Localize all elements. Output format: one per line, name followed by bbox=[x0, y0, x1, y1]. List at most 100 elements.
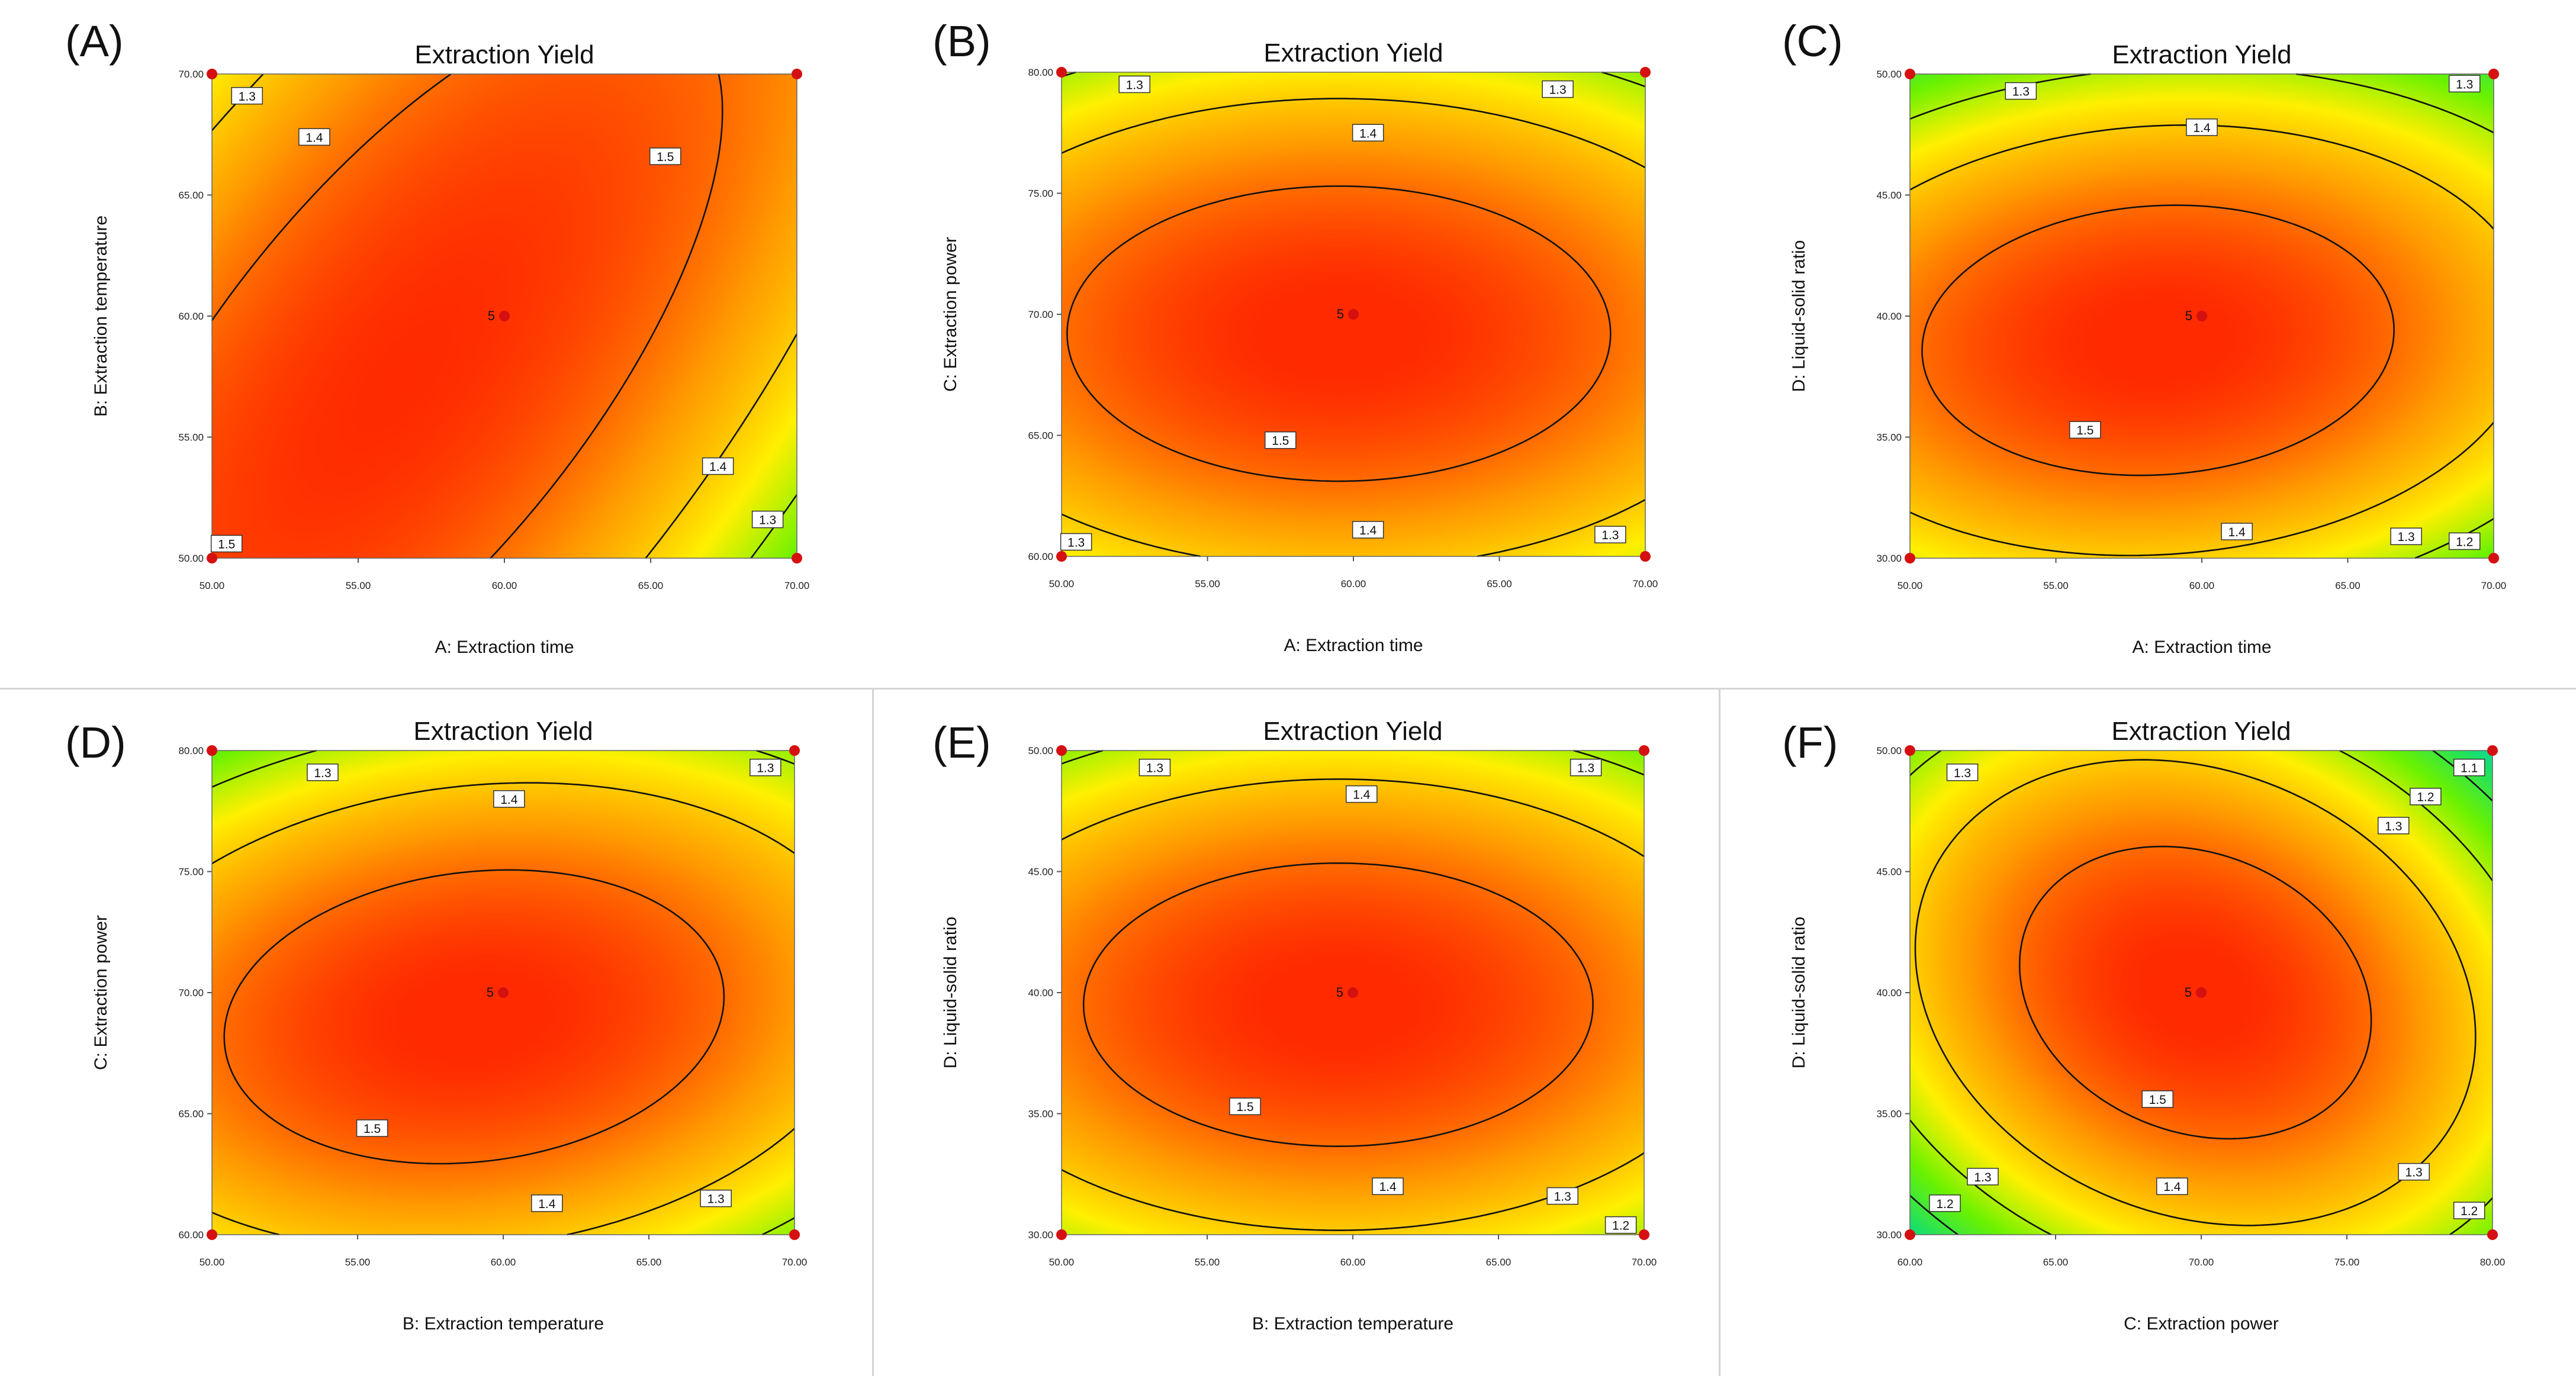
y-tick-label: 65.00 bbox=[1028, 430, 1053, 442]
center-point-label: 5 bbox=[487, 985, 494, 1000]
y-tick-label: 35.00 bbox=[1028, 1109, 1053, 1120]
x-axis-label: B: Extraction temperature bbox=[1252, 1314, 1453, 1334]
contour-label: 1.5 bbox=[1236, 1100, 1253, 1114]
design-point bbox=[792, 553, 802, 563]
y-tick-label: 70.00 bbox=[178, 987, 204, 999]
contour-label-box bbox=[1060, 533, 1092, 551]
contour-label-box bbox=[2221, 523, 2253, 540]
contour-label-box bbox=[2377, 817, 2410, 835]
y-tick-label: 75.00 bbox=[1028, 188, 1053, 199]
y-tick-label: 30.00 bbox=[1876, 1229, 1902, 1241]
contour-line bbox=[1914, 759, 2477, 1226]
y-axis-label: C: Extraction power bbox=[91, 915, 111, 1070]
contour-label-box bbox=[1967, 1168, 1999, 1186]
x-tick-label: 60.00 bbox=[1341, 578, 1366, 590]
design-point bbox=[2488, 69, 2499, 79]
y-tick-label: 65.00 bbox=[178, 1109, 204, 1120]
contour-label-box bbox=[2398, 1162, 2430, 1181]
chart-panel-4: (D) Extraction Yield 50.00 55.00 60.00 65.00 7… bbox=[65, 717, 807, 1334]
x-tick-label: 70.00 bbox=[2189, 1257, 2214, 1268]
contour-label-box bbox=[2141, 1090, 2173, 1108]
chart-panel-6: (F) Extraction Yield 60.00 65.00 70.00 75.00 8… bbox=[1782, 717, 2505, 1334]
y-tick-label: 45.00 bbox=[1876, 867, 1902, 878]
panel-label: (F) bbox=[1782, 718, 1838, 767]
chart-panel-5: (E) Extraction Yield 50.00 55.00 60.00 65.00 7… bbox=[932, 717, 1657, 1334]
center-point-label: 5 bbox=[2185, 308, 2192, 323]
design-point bbox=[1348, 309, 1359, 320]
contour-label: 1.3 bbox=[1954, 767, 1971, 780]
x-tick-label: 50.00 bbox=[1049, 1257, 1075, 1268]
chart-panel-1: (A) Extraction Yield 50.00 55.00 60.00 65.00 7… bbox=[65, 17, 809, 657]
design-point bbox=[2196, 311, 2207, 321]
x-tick-label: 50.00 bbox=[200, 1257, 225, 1268]
contour-label-box bbox=[210, 534, 243, 553]
x-tick-label: 60.00 bbox=[491, 1257, 516, 1268]
panel-label: (D) bbox=[65, 718, 126, 767]
design-point bbox=[207, 553, 217, 563]
design-point bbox=[1056, 1229, 1067, 1240]
contour-label-box bbox=[2156, 1177, 2188, 1195]
panel-label: (E) bbox=[932, 718, 991, 767]
contour-label-box bbox=[231, 87, 263, 105]
design-point bbox=[1056, 551, 1067, 562]
design-point bbox=[207, 1229, 217, 1240]
contour-label: 1.2 bbox=[1936, 1197, 1953, 1211]
design-point bbox=[1905, 553, 1915, 563]
contour-label: 1.4 bbox=[1353, 788, 1371, 802]
x-tick-label: 65.00 bbox=[638, 580, 664, 591]
contour-label-box bbox=[2390, 527, 2422, 545]
y-tick-label: 50.00 bbox=[1876, 69, 1902, 80]
y-tick-label: 60.00 bbox=[178, 311, 204, 322]
contour-label-box bbox=[307, 764, 339, 781]
x-axis-label: A: Extraction time bbox=[1284, 636, 1423, 655]
x-tick-label: 50.00 bbox=[1898, 580, 1923, 591]
contour-line bbox=[1061, 778, 1645, 1231]
contour-label: 1.2 bbox=[1612, 1219, 1629, 1233]
design-point bbox=[1639, 1229, 1649, 1240]
contour-label-box bbox=[1346, 785, 1378, 803]
contour-line bbox=[1921, 204, 2395, 476]
contour-label: 1.3 bbox=[1577, 762, 1594, 775]
design-point bbox=[498, 987, 509, 998]
y-tick-label: 50.00 bbox=[1028, 745, 1053, 756]
x-tick-label: 80.00 bbox=[2480, 1257, 2506, 1268]
y-tick-label: 35.00 bbox=[1876, 432, 1902, 443]
x-axis-label: A: Extraction time bbox=[2132, 637, 2271, 657]
design-point bbox=[1905, 69, 1915, 79]
contour-label: 1.3 bbox=[239, 90, 256, 104]
contour-label-box bbox=[1542, 80, 1574, 98]
y-tick-label: 60.00 bbox=[1028, 551, 1053, 562]
contour-label: 1.4 bbox=[709, 460, 727, 474]
y-axis-label: D: Liquid-solid ratio bbox=[941, 917, 960, 1069]
contour-label-box bbox=[1352, 521, 1384, 539]
center-point-label: 5 bbox=[488, 308, 495, 323]
contour-label-box bbox=[751, 510, 784, 529]
design-point bbox=[1640, 551, 1651, 562]
x-tick-label: 65.00 bbox=[2043, 1257, 2069, 1268]
contour-label: 1.4 bbox=[538, 1197, 556, 1211]
y-axis-label: D: Liquid-solid ratio bbox=[1789, 240, 1809, 392]
y-tick-label: 50.00 bbox=[1876, 745, 1902, 756]
contour-label: 1.3 bbox=[2405, 1166, 2423, 1180]
design-point bbox=[792, 69, 802, 79]
design-point bbox=[2488, 553, 2499, 563]
contour-label: 1.3 bbox=[2456, 78, 2473, 91]
contour-label: 1.3 bbox=[314, 767, 331, 780]
chart-title: Extraction Yield bbox=[2111, 717, 2291, 746]
panel-label: (B) bbox=[932, 17, 991, 66]
contour-label-box bbox=[2448, 75, 2481, 93]
y-tick-label: 30.00 bbox=[1028, 1229, 1053, 1241]
x-tick-label: 60.00 bbox=[1898, 1257, 1923, 1268]
contour-label: 1.3 bbox=[1126, 78, 1143, 92]
y-tick-label: 70.00 bbox=[178, 69, 204, 80]
contour-label: 1.2 bbox=[2456, 535, 2473, 549]
contour-label-box bbox=[2453, 1202, 2485, 1219]
contour-label: 1.2 bbox=[2461, 1205, 2478, 1218]
contour-label: 1.3 bbox=[759, 514, 776, 527]
design-point bbox=[207, 745, 217, 756]
contour-label-box bbox=[1265, 431, 1297, 449]
x-tick-label: 70.00 bbox=[2481, 580, 2507, 591]
y-tick-label: 30.00 bbox=[1876, 553, 1902, 564]
x-tick-label: 60.00 bbox=[492, 580, 517, 591]
x-tick-label: 60.00 bbox=[1340, 1257, 1366, 1268]
